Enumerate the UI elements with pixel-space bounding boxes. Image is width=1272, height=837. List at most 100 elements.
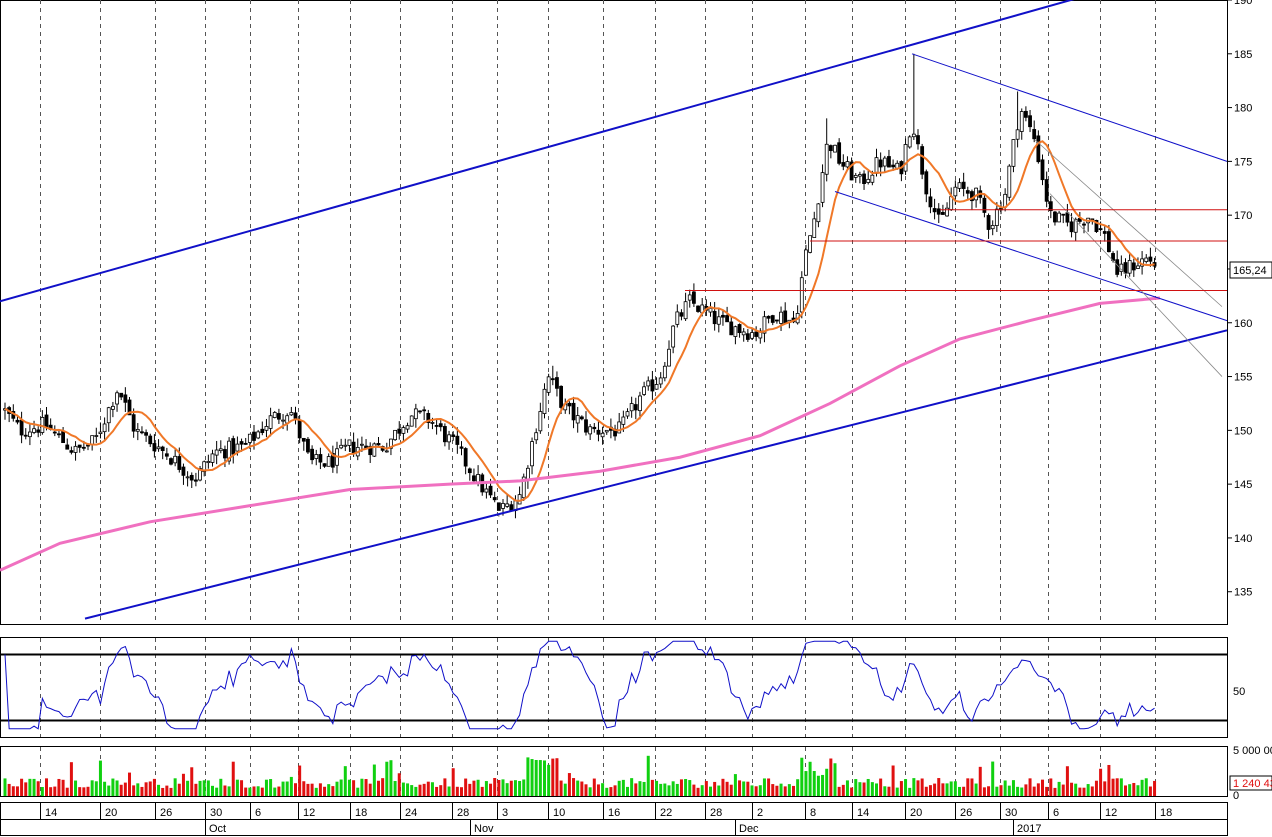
candle-body	[98, 431, 103, 435]
candle-body	[401, 427, 406, 434]
volume-bar	[924, 786, 928, 796]
candle-body	[837, 142, 842, 164]
volume-bar	[779, 783, 783, 796]
volume-bar	[937, 778, 941, 796]
candle-body	[119, 392, 124, 398]
volume-bar	[858, 782, 862, 796]
volume-bar	[775, 785, 779, 796]
date-tick-label: 8	[810, 807, 816, 819]
candle-body	[15, 419, 20, 423]
candle-body	[231, 438, 236, 455]
candle-body	[542, 388, 547, 414]
volume-bar	[771, 784, 775, 796]
candle-body	[438, 423, 443, 428]
volume-bar	[559, 780, 563, 796]
volume-bar	[543, 760, 546, 796]
volume-bar	[887, 786, 891, 796]
candle-body	[488, 485, 493, 496]
volume-bar	[248, 787, 252, 796]
volume-bar	[646, 755, 650, 796]
candle-body	[256, 431, 261, 439]
candle-body	[185, 476, 190, 479]
volume-bar	[945, 783, 949, 796]
candle-body	[596, 429, 601, 435]
candle-body	[1024, 110, 1028, 118]
month-tick-label: Oct	[209, 823, 226, 835]
volume-bar	[314, 787, 318, 796]
candle-body	[235, 443, 240, 452]
candle-body	[347, 439, 352, 446]
volume-bar	[1107, 764, 1111, 796]
volume-bar	[422, 783, 426, 796]
month-tick-label: Dec	[739, 823, 759, 835]
volume-bar	[364, 779, 368, 796]
last-price-box	[1229, 261, 1272, 279]
volume-bar	[343, 766, 347, 796]
volume-bar	[69, 762, 73, 796]
candle-body	[866, 178, 871, 183]
volume-bar	[862, 782, 866, 796]
candle-body	[1011, 139, 1016, 167]
volume-bar	[908, 787, 912, 796]
candle-body	[451, 434, 456, 437]
candle-body	[650, 379, 655, 392]
rsi-panel-frame	[0, 637, 1228, 738]
volume-bar	[165, 785, 169, 796]
candle-body	[310, 448, 315, 461]
axes: 14 20 26 30 6 12 18 24 28 3 10 16 22 28 2 8 14 20 26 30 6 12 1…	[40, 0, 1252, 836]
volume-bar	[866, 778, 870, 796]
volume-bar	[140, 786, 144, 796]
candle-body	[667, 348, 671, 367]
volume-bar	[235, 779, 239, 796]
candle-body	[745, 333, 750, 340]
price-tick-label: 160	[1234, 318, 1252, 330]
volume-bar	[460, 787, 463, 796]
volume-bar	[40, 787, 44, 796]
volume-bar	[94, 781, 98, 796]
date-tick-label: 12	[303, 807, 315, 819]
volume-bar	[61, 779, 65, 796]
volume-bar	[634, 783, 638, 796]
candle-body	[903, 144, 908, 172]
volume-bar	[1028, 778, 1032, 796]
candle-body	[708, 307, 713, 313]
volume-bar	[1111, 778, 1115, 796]
candle-body	[127, 399, 132, 416]
volume-bar	[493, 778, 497, 796]
candle-body	[293, 412, 298, 419]
candle-body	[808, 235, 812, 253]
candle-body	[920, 146, 925, 175]
candle-body	[824, 143, 829, 175]
candle-body	[252, 431, 256, 441]
candle-body	[492, 497, 497, 501]
candle-body	[1053, 211, 1057, 223]
volume-bar	[572, 778, 576, 796]
candle-body	[1040, 159, 1045, 181]
candle-body	[604, 429, 609, 433]
candle-body	[994, 208, 999, 226]
candle-body	[600, 432, 605, 438]
candle-body	[1123, 262, 1128, 274]
candle-body	[683, 301, 688, 320]
candle-body	[932, 208, 937, 213]
candle-body	[766, 315, 771, 319]
volume-bar	[991, 761, 995, 796]
volume-bar	[750, 785, 754, 796]
price-tick-label: 170	[1234, 210, 1252, 222]
volume-bar	[530, 759, 534, 796]
price-tick-label: 190	[1234, 0, 1252, 7]
candle-body	[1148, 256, 1153, 262]
date-tick-label: 28	[457, 807, 469, 819]
volume-bar	[704, 781, 708, 796]
candle-body	[517, 494, 522, 505]
candle-body	[368, 445, 373, 456]
volume-bar	[816, 775, 820, 796]
candle-body	[264, 426, 269, 431]
candle-body	[775, 319, 779, 322]
volume-bar	[49, 787, 53, 796]
volume-bar	[953, 781, 957, 796]
volume-bar	[161, 787, 165, 796]
rsi-line	[4, 640, 1155, 730]
volume-bar	[252, 786, 256, 796]
volume-bar	[20, 778, 24, 796]
